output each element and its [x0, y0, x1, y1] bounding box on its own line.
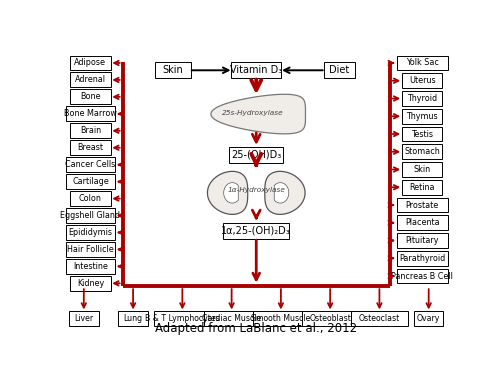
Text: Placenta: Placenta	[405, 218, 440, 227]
FancyBboxPatch shape	[402, 180, 442, 195]
Text: Colon: Colon	[79, 194, 102, 203]
Text: Uterus: Uterus	[409, 76, 436, 85]
FancyBboxPatch shape	[402, 91, 442, 106]
FancyBboxPatch shape	[402, 109, 442, 124]
Text: Kidney: Kidney	[77, 279, 104, 288]
Text: Cancer Cells: Cancer Cells	[66, 160, 116, 169]
FancyBboxPatch shape	[224, 223, 289, 239]
Polygon shape	[265, 171, 305, 215]
FancyBboxPatch shape	[70, 140, 110, 155]
Text: Adapted from LaBlanc et al., 2012: Adapted from LaBlanc et al., 2012	[155, 322, 358, 335]
FancyBboxPatch shape	[402, 144, 442, 159]
FancyBboxPatch shape	[402, 73, 442, 88]
Text: Epididymis: Epididymis	[68, 228, 112, 237]
FancyBboxPatch shape	[70, 72, 110, 88]
FancyBboxPatch shape	[66, 106, 115, 121]
Text: Hair Follicle: Hair Follicle	[67, 245, 114, 254]
FancyBboxPatch shape	[396, 56, 448, 70]
FancyBboxPatch shape	[204, 311, 260, 326]
FancyBboxPatch shape	[396, 233, 448, 248]
Text: Pancreas B Cell: Pancreas B Cell	[391, 271, 453, 280]
FancyBboxPatch shape	[414, 311, 444, 326]
Text: Diet: Diet	[330, 65, 349, 75]
FancyBboxPatch shape	[70, 191, 110, 206]
Text: Ovary: Ovary	[417, 314, 440, 323]
Text: 25-(OH)D₃: 25-(OH)D₃	[231, 150, 281, 160]
Text: 1α-Hydroxylase: 1α-Hydroxylase	[228, 187, 285, 193]
Polygon shape	[274, 183, 289, 203]
FancyBboxPatch shape	[66, 225, 115, 240]
Text: Adrenal: Adrenal	[75, 75, 106, 85]
FancyBboxPatch shape	[396, 215, 448, 230]
FancyBboxPatch shape	[66, 242, 115, 257]
FancyBboxPatch shape	[396, 251, 448, 266]
Text: Eggshell Gland: Eggshell Gland	[60, 211, 120, 220]
Text: Liver: Liver	[74, 314, 94, 323]
Text: Testis: Testis	[411, 130, 433, 138]
Text: 25s-Hydroxylase: 25s-Hydroxylase	[222, 110, 283, 116]
FancyBboxPatch shape	[253, 311, 309, 326]
FancyBboxPatch shape	[70, 276, 110, 291]
FancyBboxPatch shape	[154, 311, 210, 326]
Text: Skin: Skin	[162, 65, 184, 75]
Text: Thyroid: Thyroid	[407, 94, 437, 103]
FancyBboxPatch shape	[70, 56, 110, 70]
FancyBboxPatch shape	[402, 162, 442, 177]
FancyBboxPatch shape	[232, 63, 281, 78]
FancyBboxPatch shape	[118, 311, 148, 326]
FancyBboxPatch shape	[396, 197, 448, 213]
Text: Osteoblast: Osteoblast	[309, 314, 351, 323]
FancyBboxPatch shape	[396, 269, 448, 283]
FancyBboxPatch shape	[302, 311, 358, 326]
Polygon shape	[211, 94, 306, 134]
Text: Thymus: Thymus	[406, 112, 438, 121]
Text: Adipose: Adipose	[74, 58, 106, 67]
Text: Osteoclast: Osteoclast	[359, 314, 400, 323]
FancyBboxPatch shape	[155, 63, 191, 78]
Text: Stomach: Stomach	[404, 147, 440, 156]
FancyBboxPatch shape	[70, 123, 110, 138]
Polygon shape	[208, 171, 248, 215]
FancyBboxPatch shape	[66, 174, 115, 189]
FancyBboxPatch shape	[352, 311, 408, 326]
Text: Pituitary: Pituitary	[406, 236, 439, 245]
Polygon shape	[224, 183, 238, 203]
Text: Prostate: Prostate	[406, 200, 438, 210]
FancyBboxPatch shape	[229, 147, 283, 163]
Text: Bone Marrow: Bone Marrow	[64, 109, 117, 118]
Text: 1α,25-(OH)₂D₃: 1α,25-(OH)₂D₃	[222, 226, 291, 236]
Text: Cardiac Muscle: Cardiac Muscle	[202, 314, 261, 323]
Text: Skin: Skin	[414, 165, 430, 174]
FancyBboxPatch shape	[66, 157, 115, 172]
Text: Retina: Retina	[410, 183, 435, 192]
FancyBboxPatch shape	[66, 208, 115, 223]
FancyBboxPatch shape	[70, 89, 110, 104]
Text: Lung: Lung	[124, 314, 142, 323]
Text: B & T Lymphocytes: B & T Lymphocytes	[145, 314, 220, 323]
Text: Cartilage: Cartilage	[72, 177, 109, 186]
Text: Intestine: Intestine	[73, 262, 108, 271]
FancyBboxPatch shape	[402, 127, 442, 141]
Text: Breast: Breast	[78, 143, 104, 152]
Text: Smooth Muscle: Smooth Muscle	[251, 314, 310, 323]
Text: Parathyroid: Parathyroid	[399, 254, 445, 263]
Text: Vitamin D₃: Vitamin D₃	[230, 65, 282, 75]
Text: Bone: Bone	[80, 92, 100, 102]
Text: Brain: Brain	[80, 126, 101, 135]
Text: Yolk Sac: Yolk Sac	[406, 58, 438, 67]
FancyBboxPatch shape	[66, 259, 115, 274]
FancyBboxPatch shape	[69, 311, 98, 326]
FancyBboxPatch shape	[324, 63, 356, 78]
